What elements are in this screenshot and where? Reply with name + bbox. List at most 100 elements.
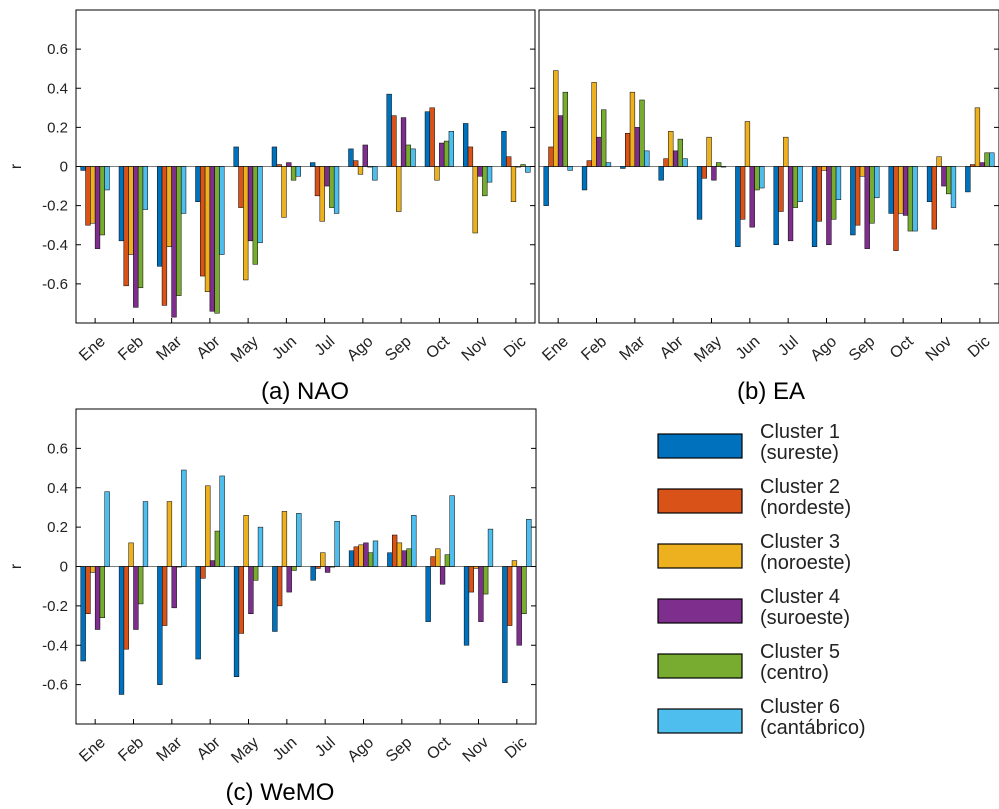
bar-ea-c5-mar (639, 99, 645, 167)
bar-nao-c1-jul (310, 162, 316, 167)
bar-nao-c3-ene (90, 166, 96, 224)
bar-ea-c6-oct (912, 166, 918, 232)
bar-nao-c1-abr (195, 166, 201, 202)
legend-label-line2: (cantábrico) (760, 717, 866, 739)
ytick-label: -0.6 (42, 276, 68, 293)
bar-wemo-c2-mar (162, 566, 168, 626)
bar-ea-c3-nov (936, 156, 942, 167)
bar-nao-c2-nov (467, 146, 474, 167)
bar-nao-c3-oct (434, 166, 440, 181)
bar-ea-c3-may (706, 136, 712, 167)
bar-wemo-c1-ago (348, 550, 355, 567)
ytick-label: 0.4 (47, 80, 68, 97)
bar-nao-c2-feb (123, 166, 129, 287)
bar-nao-c5-feb (137, 166, 144, 289)
xtick-label: May (691, 333, 725, 366)
bar-wemo-c6-sep (411, 515, 417, 567)
bar-nao-c6-may (257, 166, 263, 244)
bar-ea-c3-ene (553, 70, 559, 167)
bar-wemo-c4-abr (209, 560, 216, 567)
legend-swatch (657, 598, 743, 624)
bar-ea-c1-ene (543, 166, 549, 206)
bar-ea-c2-sep (855, 166, 861, 226)
bar-ea-c2-feb (586, 160, 592, 167)
bar-nao-c3-ago (357, 166, 364, 175)
bar-wemo-c5-oct (444, 554, 450, 567)
bar-wemo-c1-nov (463, 566, 470, 646)
bar-ea-c6-sep (874, 166, 880, 199)
xtick-label: Oct (424, 734, 454, 764)
y-axis-label: r (8, 163, 25, 169)
bar-nao-c1-dic (501, 131, 507, 167)
bar-ea-c6-abr (682, 158, 688, 167)
bar-wemo-c2-nov (468, 566, 474, 593)
bar-ea-c2-oct (893, 166, 899, 251)
bar-nao-c2-mar (161, 166, 168, 306)
bar-nao-c6-jul (333, 166, 340, 214)
bar-wemo-c5-may (253, 566, 259, 581)
bar-wemo-c6-ago (372, 540, 379, 567)
bar-nao-c5-may (252, 166, 258, 265)
bar-ea-c1-oct (888, 166, 894, 214)
legend-label-line1: Cluster 1 (760, 421, 840, 443)
caption-ea: (b) EA (737, 378, 805, 405)
xtick-label: Feb (115, 333, 147, 364)
bar-ea-c3-oct (898, 166, 904, 214)
xtick-label: Feb (578, 333, 610, 364)
bar-ea-c4-jul (787, 166, 794, 242)
ytick-label: 0.2 (47, 119, 68, 136)
bar-ea-c2-ago (816, 166, 822, 222)
bar-wemo-c1-ene (80, 566, 86, 662)
bar-wemo-c2-abr (200, 566, 206, 579)
bar-wemo-c5-jun (291, 566, 297, 571)
bar-nao-c4-ago (362, 144, 368, 167)
legend: Cluster 1(sureste)Cluster 2(nordeste)Clu… (657, 421, 866, 739)
bar-ea-c3-mar (629, 91, 636, 167)
bar-nao-c4-may (247, 166, 254, 242)
bar-nao-c1-may (233, 146, 239, 167)
xtick-label: Jun (733, 333, 764, 363)
bar-nao-c2-ago (353, 160, 359, 167)
bar-wemo-c2-dic (507, 566, 513, 626)
xtick-label: Sep (383, 734, 416, 766)
bar-ea-c5-feb (601, 109, 607, 167)
xtick-label: Jul (312, 333, 339, 359)
bar-nao-c1-feb (118, 166, 125, 242)
ytick-label: 0.4 (47, 480, 68, 497)
bar-nao-c1-ene (80, 166, 86, 171)
xtick-label: Oct (887, 333, 917, 363)
bar-ea-c2-nov (931, 166, 937, 230)
bar-wemo-c3-feb (128, 542, 134, 567)
bar-wemo-c5-ene (99, 566, 105, 618)
bar-ea-c4-oct (902, 166, 909, 216)
bar-wemo-c6-nov (487, 528, 494, 567)
legend-label-line1: Cluster 2 (760, 476, 840, 498)
bar-wemo-c5-nov (483, 566, 489, 595)
bar-nao-c4-jun (286, 162, 292, 167)
bar-wemo-c2-jun (277, 566, 283, 607)
bar-nao-c6-feb (142, 166, 148, 210)
xtick-label: Ene (539, 333, 572, 365)
bar-ea-c5-ago (831, 166, 837, 220)
bar-nao-c1-ago (348, 148, 354, 167)
xtick-label: Mar (617, 333, 649, 365)
bar-ea-c4-abr (672, 150, 679, 167)
xtick-label: Abr (657, 333, 687, 363)
bar-ea-c1-jun (735, 166, 741, 247)
bar-wemo-c4-nov (478, 566, 484, 622)
bar-wemo-c4-feb (133, 566, 139, 630)
bar-ea-c4-may (711, 166, 717, 181)
bar-ea-c1-abr (658, 166, 664, 181)
bar-ea-c5-abr (677, 138, 684, 167)
bar-ea-c1-dic (965, 166, 971, 193)
bar-ea-c5-nov (946, 166, 952, 195)
ytick-label: -0.2 (42, 598, 68, 615)
bar-nao-c4-mar (171, 166, 177, 318)
bar-wemo-c4-jun (286, 566, 292, 593)
bar-nao-c6-mar (180, 166, 187, 214)
xtick-label: May (228, 734, 262, 767)
bar-wemo-c5-abr (214, 530, 221, 567)
bar-ea-c2-abr (663, 158, 669, 167)
bar-nao-c3-nov (472, 166, 478, 234)
